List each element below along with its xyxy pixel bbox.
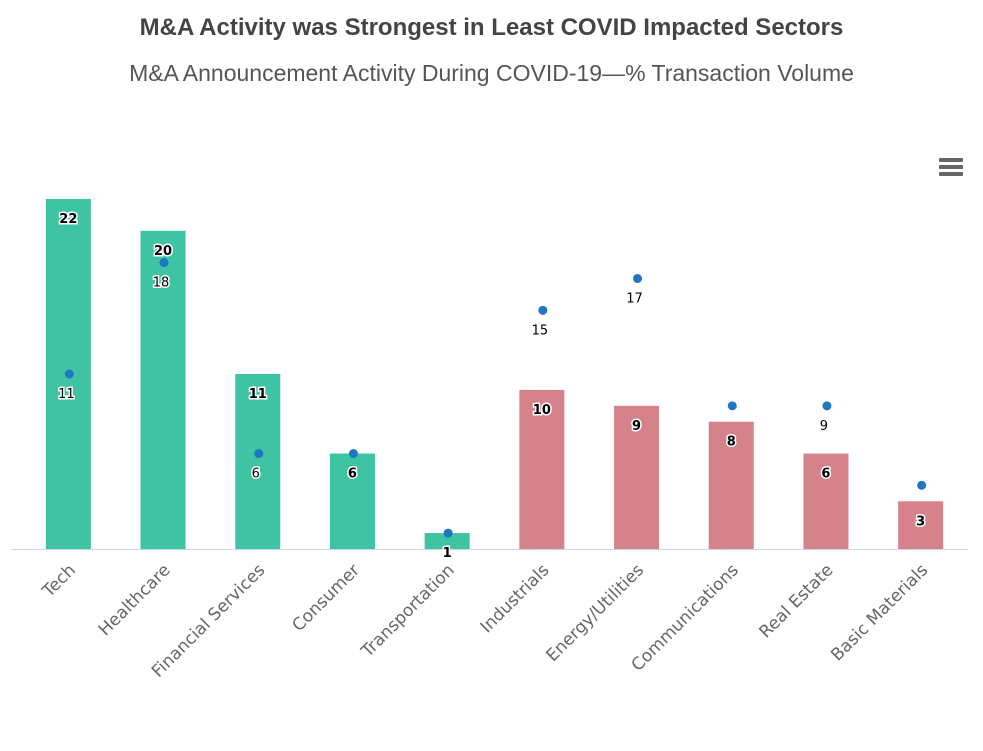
- bar[interactable]: [519, 389, 565, 549]
- bar-series: [45, 199, 944, 549]
- scatter-point[interactable]: [822, 401, 832, 411]
- scatter-point[interactable]: [254, 449, 264, 459]
- scatter-series: [64, 258, 927, 538]
- scatter-data-label: 18: [153, 276, 170, 291]
- scatter-point[interactable]: [443, 528, 453, 538]
- chart-subtitle: M&A Announcement Activity During COVID-1…: [129, 60, 854, 86]
- scatter-data-label: 17: [626, 292, 643, 307]
- bar-data-label: 1: [443, 546, 452, 561]
- x-tick-label: Healthcare: [95, 560, 175, 640]
- scatter-point[interactable]: [727, 401, 737, 411]
- x-tick-label: Tech: [38, 560, 80, 602]
- x-tick-label: Real Estate: [756, 560, 838, 642]
- chart-title: M&A Activity was Strongest in Least COVI…: [139, 14, 844, 41]
- scatter-data-label: 6: [252, 467, 260, 482]
- bar[interactable]: [140, 230, 186, 549]
- bar[interactable]: [708, 421, 754, 549]
- x-tick-label: Energy/Utilities: [543, 560, 649, 666]
- bar[interactable]: [614, 405, 660, 549]
- hamburger-menu-icon[interactable]: [936, 156, 966, 180]
- scatter-point[interactable]: [159, 258, 169, 268]
- bar[interactable]: [803, 453, 849, 549]
- x-tick-label: Industrials: [477, 560, 554, 637]
- scatter-point[interactable]: [348, 449, 358, 459]
- bar-data-labels: 22 20 11 6 1 10 9 8 6 3: [58, 211, 927, 563]
- menu-line: [939, 165, 963, 169]
- bar[interactable]: [898, 501, 944, 549]
- x-tick-label: Consumer: [289, 560, 364, 635]
- bar-data-label: 3: [916, 514, 925, 529]
- bar-data-label: 20: [154, 244, 172, 259]
- bar-data-label: 9: [632, 419, 641, 434]
- bar-data-label: 22: [59, 212, 77, 227]
- bar-data-label: 6: [348, 467, 357, 482]
- bar-data-label: 8: [727, 435, 736, 450]
- x-tick-label: Basic Materials: [827, 560, 932, 665]
- scatter-data-label: 11: [58, 387, 75, 402]
- bar[interactable]: [424, 533, 470, 549]
- menu-line: [939, 172, 963, 176]
- bar-data-label: 10: [533, 403, 551, 418]
- bar[interactable]: [235, 374, 281, 549]
- scatter-point[interactable]: [917, 480, 927, 490]
- scatter-data-labels: 11 18 6 15 17 9: [57, 274, 830, 483]
- menu-line: [939, 158, 963, 162]
- bar-data-label: 6: [821, 467, 830, 482]
- scatter-data-label: 15: [532, 323, 549, 338]
- scatter-point[interactable]: [538, 305, 548, 315]
- bar-data-label: 11: [249, 387, 267, 402]
- scatter-point[interactable]: [64, 369, 74, 379]
- bar[interactable]: [329, 453, 375, 549]
- scatter-data-label: 9: [820, 419, 828, 434]
- x-tick-label: Transportation: [357, 560, 459, 662]
- scatter-point[interactable]: [633, 274, 643, 284]
